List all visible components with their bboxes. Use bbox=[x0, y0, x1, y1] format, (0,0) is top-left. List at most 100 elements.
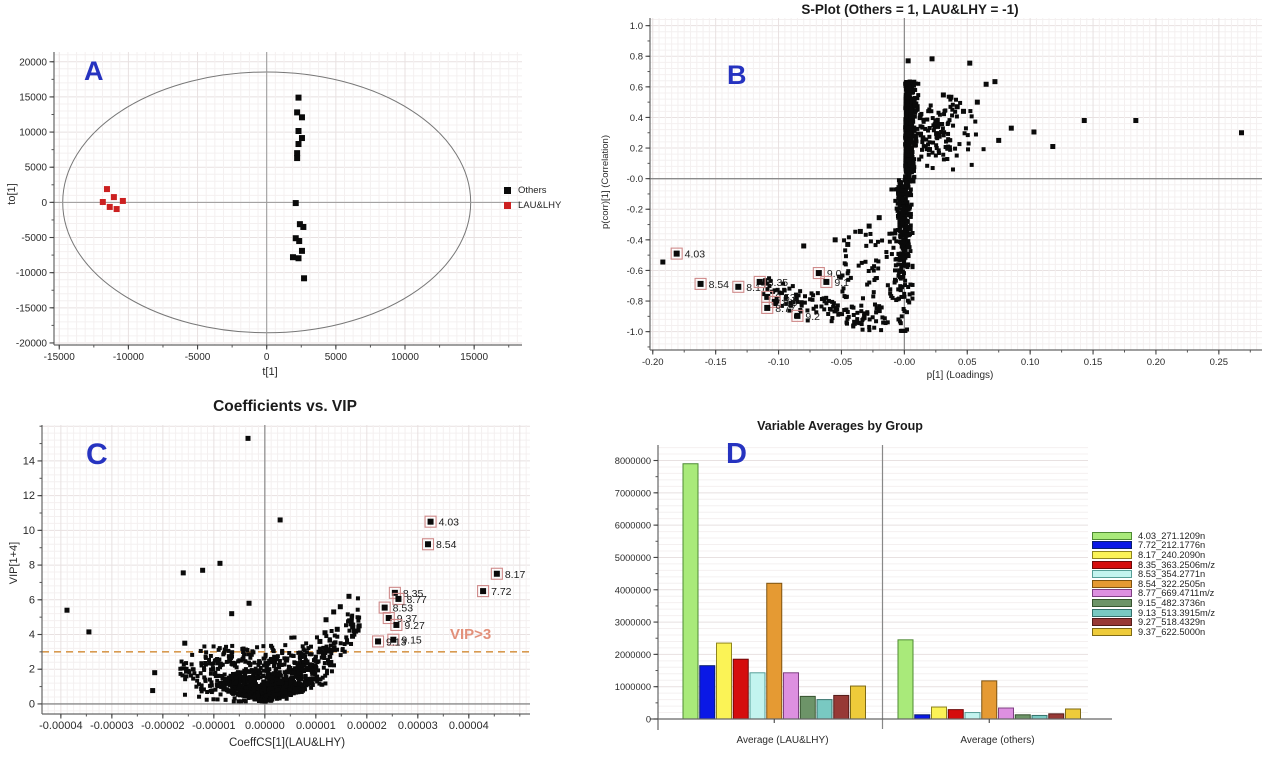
svg-text:-0.00003: -0.00003 bbox=[90, 720, 133, 732]
svg-text:7000000: 7000000 bbox=[615, 488, 651, 498]
legend-item-label: 8.54_322.2505n bbox=[1138, 578, 1206, 589]
svg-text:6: 6 bbox=[29, 594, 35, 606]
legend-item-label: 7.72_212.1776n bbox=[1138, 540, 1206, 551]
svg-text:1.0: 1.0 bbox=[630, 21, 643, 32]
svg-text:0.00001: 0.00001 bbox=[296, 720, 336, 732]
svg-text:4.03: 4.03 bbox=[439, 517, 460, 529]
svg-text:-0.4: -0.4 bbox=[627, 235, 643, 246]
panel-a-x-axis-label: t[1] bbox=[262, 366, 278, 378]
svg-text:8000000: 8000000 bbox=[615, 456, 651, 466]
svg-text:8.35: 8.35 bbox=[403, 588, 424, 600]
legend-swatch-icon bbox=[1092, 541, 1132, 550]
panel-letter-b: B bbox=[727, 60, 747, 90]
svg-text:4: 4 bbox=[29, 629, 35, 641]
legend-item-label: 9.27_518.4329n bbox=[1138, 617, 1206, 628]
legend-item: 8.35_363.2506m/z bbox=[1092, 560, 1215, 570]
legend-swatch-icon bbox=[1092, 618, 1132, 627]
vip-threshold-label: VIP>3 bbox=[450, 626, 492, 643]
svg-text:0.4: 0.4 bbox=[630, 113, 643, 124]
svg-text:-5000: -5000 bbox=[21, 233, 47, 244]
legend-item-label: 8.77_669.4711m/z bbox=[1138, 588, 1215, 599]
svg-text:0.2: 0.2 bbox=[630, 144, 643, 155]
legend-item-label: 4.03_271.1209n bbox=[1138, 530, 1206, 541]
svg-text:5000: 5000 bbox=[25, 163, 48, 174]
svg-text:-0.00004: -0.00004 bbox=[39, 720, 82, 732]
legend-item-others: Others bbox=[504, 183, 561, 198]
splot-title: S-Plot (Others = 1, LAU&LHY = -1) bbox=[801, 2, 1019, 17]
svg-text:8.54: 8.54 bbox=[709, 279, 730, 291]
panel-c-y-axis-label: VIP[1+4] bbox=[8, 541, 20, 585]
lau-lhy-swatch-icon bbox=[504, 202, 511, 209]
bar-chart-title: Variable Averages by Group bbox=[757, 419, 923, 433]
bar-chart-legend: 4.03_271.1209n 7.72_212.1776n 8.17_240.209… bbox=[1092, 531, 1215, 637]
svg-text:-10000: -10000 bbox=[16, 268, 48, 279]
legend-swatch-icon bbox=[1092, 531, 1132, 540]
svg-text:14: 14 bbox=[23, 455, 35, 467]
svg-text:0.10: 0.10 bbox=[1021, 357, 1040, 368]
svg-text:4000000: 4000000 bbox=[615, 585, 651, 595]
svg-text:-0.20: -0.20 bbox=[642, 357, 664, 368]
panel-b-x-axis-label: p[1] (Loadings) bbox=[926, 370, 994, 381]
svg-text:-0.6: -0.6 bbox=[627, 266, 643, 277]
panel-letter-a: A bbox=[84, 56, 104, 86]
svg-text:15000: 15000 bbox=[19, 92, 47, 103]
svg-text:-0.05: -0.05 bbox=[831, 357, 853, 368]
svg-text:10000: 10000 bbox=[391, 352, 419, 363]
legend-item-label: 8.17_240.2090n bbox=[1138, 549, 1206, 560]
svg-text:9.1: 9.1 bbox=[834, 277, 849, 289]
svg-text:0.00000: 0.00000 bbox=[245, 720, 285, 732]
svg-text:0: 0 bbox=[41, 198, 47, 209]
svg-text:0.20: 0.20 bbox=[1147, 357, 1166, 368]
legend-item-lau-lhy: LAU&LHY bbox=[504, 198, 561, 213]
svg-text:0.00004: 0.00004 bbox=[449, 720, 489, 732]
bar-group-label-lau-lhy: Average (LAU&LHY) bbox=[736, 735, 829, 746]
panel-a-y-axis-label: to[1] bbox=[6, 183, 18, 205]
legend-item: 8.77_669.4711m/z bbox=[1092, 588, 1215, 599]
svg-text:0.25: 0.25 bbox=[1210, 357, 1229, 368]
svg-text:9.0: 9.0 bbox=[827, 268, 842, 280]
svg-text:-0.15: -0.15 bbox=[705, 357, 727, 368]
legend-swatch-icon bbox=[1092, 598, 1132, 607]
svg-text:8.35: 8.35 bbox=[768, 277, 789, 289]
svg-text:-0.8: -0.8 bbox=[627, 297, 643, 308]
legend-item: 8.17_240.2090n bbox=[1092, 550, 1215, 560]
svg-text:9.15: 9.15 bbox=[401, 635, 422, 647]
svg-text:9.2: 9.2 bbox=[805, 311, 820, 323]
svg-text:8.17: 8.17 bbox=[505, 569, 526, 581]
svg-text:-1.0: -1.0 bbox=[627, 327, 643, 338]
svg-text:8: 8 bbox=[29, 560, 35, 572]
legend-item: 8.54_322.2505n bbox=[1092, 579, 1215, 589]
svg-text:-0.00: -0.00 bbox=[894, 357, 916, 368]
svg-text:7.72: 7.72 bbox=[491, 586, 512, 598]
panel-letter-d: D bbox=[726, 438, 747, 470]
legend-item-label: 9.37_622.5000n bbox=[1138, 626, 1206, 637]
legend-swatch-icon bbox=[1092, 579, 1132, 588]
svg-text:5000: 5000 bbox=[325, 352, 348, 363]
svg-text:2: 2 bbox=[29, 664, 35, 676]
svg-text:8.54: 8.54 bbox=[436, 539, 457, 551]
svg-text:-0.00001: -0.00001 bbox=[192, 720, 235, 732]
legend-item: 4.03_271.1209n bbox=[1092, 531, 1215, 541]
svg-text:9.27: 9.27 bbox=[404, 620, 425, 632]
legend-swatch-icon bbox=[1092, 627, 1132, 636]
legend-item: 9.27_518.4329n bbox=[1092, 617, 1215, 627]
svg-text:-15000: -15000 bbox=[16, 303, 48, 314]
svg-text:4.03: 4.03 bbox=[685, 249, 706, 261]
legend-swatch-icon bbox=[1092, 608, 1132, 617]
svg-text:-15000: -15000 bbox=[44, 352, 76, 363]
panel-c-x-axis-label: CoeffCS[1](LAU&LHY) bbox=[228, 737, 346, 749]
legend-swatch-icon bbox=[1092, 589, 1132, 598]
svg-text:0: 0 bbox=[264, 352, 270, 363]
legend-item-label: 9.15_482.3736n bbox=[1138, 597, 1206, 608]
svg-text:6000000: 6000000 bbox=[615, 521, 651, 531]
svg-text:15000: 15000 bbox=[460, 352, 488, 363]
svg-text:0.00003: 0.00003 bbox=[398, 720, 438, 732]
legend-swatch-icon bbox=[1092, 570, 1132, 579]
svg-text:-20000: -20000 bbox=[16, 338, 48, 349]
svg-text:0: 0 bbox=[646, 715, 651, 725]
svg-text:-0.00002: -0.00002 bbox=[141, 720, 184, 732]
legend-item-label: Others bbox=[518, 185, 547, 196]
svg-text:3000000: 3000000 bbox=[615, 618, 651, 628]
legend-item-label: 8.53_354.2771n bbox=[1138, 569, 1206, 580]
